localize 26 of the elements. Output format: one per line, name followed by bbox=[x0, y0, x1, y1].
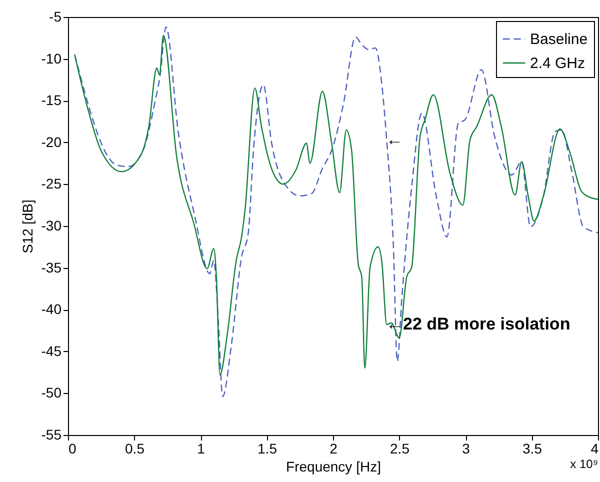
x-tick-label: 1 bbox=[197, 440, 206, 456]
y-tick-label: -35 bbox=[41, 259, 62, 276]
x-tick-label: 1.5 bbox=[258, 440, 278, 456]
x-tick-label: 2 bbox=[330, 440, 338, 456]
text: x 10⁹ bbox=[570, 457, 598, 471]
y-axis-title: S12 [dB] bbox=[19, 200, 36, 254]
y-tick-label: -50 bbox=[41, 384, 62, 401]
x-tick-label: 0.5 bbox=[125, 440, 145, 456]
y-tick-label: -10 bbox=[41, 50, 62, 66]
y-tick-label: -55 bbox=[41, 426, 62, 442]
y-tick-label: -45 bbox=[41, 342, 62, 359]
y-tick-label: -15 bbox=[41, 92, 62, 108]
x-tick-label: 0 bbox=[68, 440, 76, 456]
x-tick-label: 3.5 bbox=[522, 440, 542, 456]
y-tick-label: -25 bbox=[41, 176, 62, 192]
y-tick-label: -5 bbox=[49, 8, 62, 24]
x-axis-title: Frequency [Hz] bbox=[286, 458, 381, 474]
annotation: ← bbox=[386, 130, 403, 149]
x-tick-label: 3 bbox=[462, 440, 470, 456]
y-tick-label: -20 bbox=[41, 134, 62, 150]
x-tick-label: 4 bbox=[590, 440, 599, 456]
legend-label: 2.4 GHz bbox=[530, 55, 586, 72]
y-tick-label: -40 bbox=[41, 301, 62, 318]
legend-label: Baseline bbox=[530, 31, 588, 48]
x-tick-label: 2.5 bbox=[390, 440, 410, 456]
y-tick-label: -30 bbox=[41, 218, 62, 234]
